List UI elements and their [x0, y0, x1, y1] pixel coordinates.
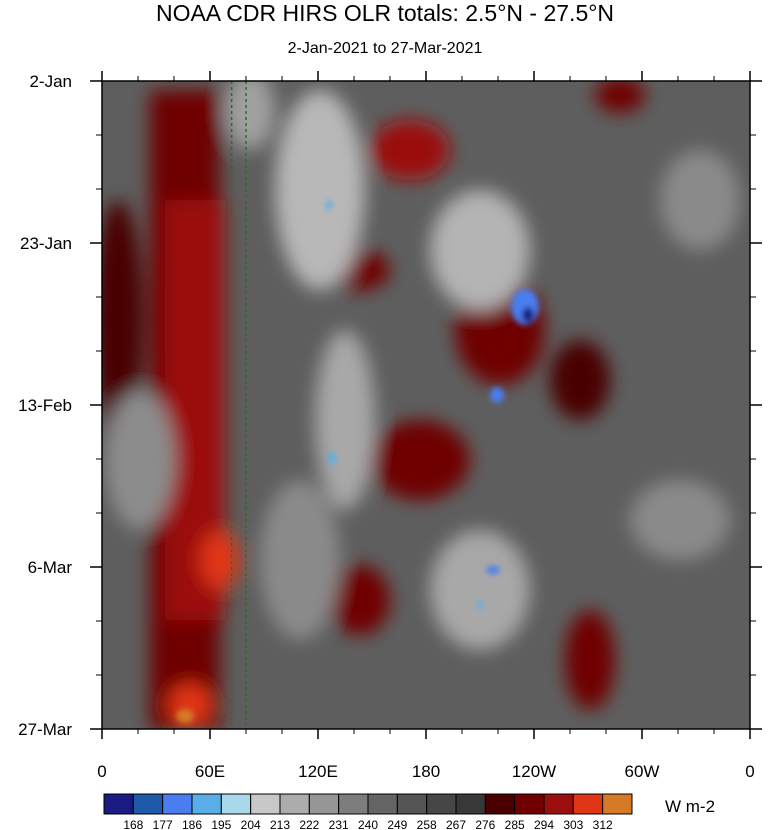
colorbar-swatch	[455, 793, 486, 815]
olr-low-streak-6	[660, 150, 740, 250]
y-tick-label: 13-Feb	[18, 396, 72, 415]
olr-min-core-4	[326, 200, 332, 210]
colorbar-swatch	[250, 793, 281, 815]
colorbar-swatch	[367, 793, 398, 815]
colorbar-swatch	[132, 793, 164, 815]
olr-low-streak-4	[430, 530, 530, 650]
chart-title: NOAA CDR HIRS OLR totals: 2.5°N - 27.5°N	[155, 0, 615, 26]
colorbar-level-label: 231	[329, 818, 349, 830]
colorbar-level-label: 312	[593, 818, 613, 830]
olr-peak-core	[176, 709, 194, 723]
colorbar-level-label: 258	[417, 818, 437, 830]
colorbar-level-label: 168	[123, 818, 143, 830]
olr-high-cluster-s	[370, 420, 470, 500]
colorbar-level-label: 177	[153, 818, 173, 830]
colorbar-swatch	[338, 793, 369, 815]
olr-high-west-edge	[102, 200, 143, 440]
colorbar-swatch	[602, 793, 633, 815]
x-tick-label: 120W	[512, 762, 556, 781]
colorbar-level-label: 204	[241, 818, 261, 830]
colorbar-swatch	[279, 793, 310, 815]
colorbar-swatch	[191, 793, 222, 815]
olr-low-streak-5	[225, 81, 275, 150]
colorbar-level-label: 186	[182, 818, 202, 830]
y-axis: 2-Jan 23-Jan 13-Feb 6-Mar 27-Mar	[18, 72, 762, 739]
colorbar: 168 177 186 195 204 213 222 231 240 249 258 267 276 2…	[103, 793, 633, 830]
olr-low-streak-2	[315, 330, 375, 510]
chart-subtitle: 2-Jan-2021 to 27-Mar-2021	[287, 40, 483, 57]
x-tick-label: 60E	[195, 762, 225, 781]
y-tick-label: 27-Mar	[18, 720, 72, 739]
olr-min-core-2	[490, 387, 504, 403]
x-tick-label: 0	[745, 762, 754, 781]
colorbar-level-label: 240	[358, 818, 378, 830]
colorbar-swatch	[396, 793, 428, 815]
colorbar-swatch	[572, 793, 604, 815]
olr-peak-warm-1	[200, 530, 240, 590]
x-tick-label: 120E	[298, 762, 338, 781]
olr-high-cluster-n	[370, 120, 450, 180]
olr-field	[102, 81, 750, 729]
olr-high-cluster-e	[550, 340, 610, 420]
colorbar-level-label: 267	[446, 818, 466, 830]
colorbar-level-label: 222	[299, 818, 319, 830]
colorbar-swatch	[103, 793, 134, 815]
colorbar-level-label: 249	[387, 818, 407, 830]
colorbar-swatch	[543, 793, 574, 815]
olr-field-details	[176, 200, 539, 723]
olr-high-cluster-sw	[330, 565, 390, 635]
colorbar-swatch	[426, 793, 457, 815]
x-tick-label: 180	[412, 762, 440, 781]
colorbar-level-label: 303	[563, 818, 583, 830]
olr-low-streak-3	[430, 190, 530, 310]
y-tick-label: 6-Mar	[28, 558, 73, 577]
y-tick-label: 23-Jan	[20, 234, 72, 253]
x-tick-label: 60W	[625, 762, 660, 781]
colorbar-swatch	[220, 793, 252, 815]
olr-field-blobs	[102, 81, 740, 729]
colorbar-level-label: 294	[534, 818, 554, 830]
y-tick-label: 2-Jan	[29, 72, 72, 91]
colorbar-swatch	[514, 793, 545, 815]
colorbar-units: W m-2	[665, 797, 716, 816]
olr-min-core-5	[328, 452, 336, 464]
x-tick-label: 0	[97, 762, 106, 781]
colorbar-level-label: 285	[505, 818, 525, 830]
olr-min-core-6	[477, 601, 483, 609]
x-axis: 0 60E 120E 180 120W 60W 0	[97, 71, 755, 781]
olr-low-streak-8	[105, 390, 175, 530]
colorbar-swatch	[162, 793, 193, 815]
olr-high-cluster-ne	[595, 81, 645, 113]
olr-high-cluster-se	[565, 610, 615, 710]
olr-low-streak-7	[630, 480, 730, 560]
colorbar-swatch	[308, 793, 340, 815]
colorbar-swatch	[484, 793, 516, 815]
olr-low-streak-9	[260, 480, 340, 640]
olr-min-core-3	[486, 566, 500, 574]
colorbar-level-label: 213	[270, 818, 290, 830]
olr-min-core-1-deep	[522, 307, 534, 323]
olr-low-streak-1	[275, 90, 365, 290]
colorbar-level-label: 195	[211, 818, 231, 830]
colorbar-level-label: 276	[475, 818, 495, 830]
